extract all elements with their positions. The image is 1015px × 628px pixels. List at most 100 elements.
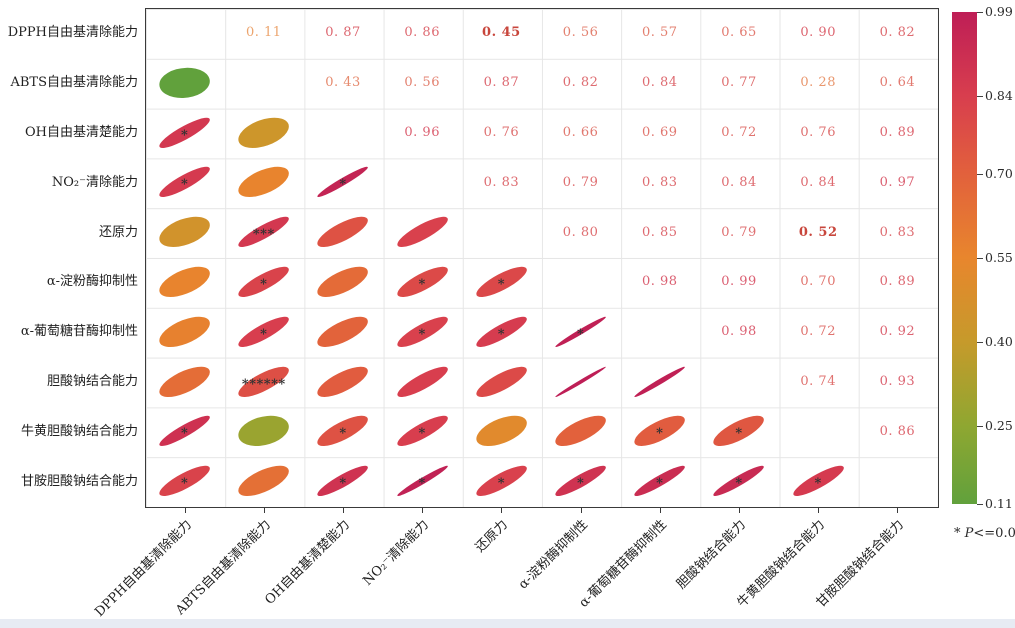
correlation-ellipse: [317, 216, 369, 248]
note-p-symbol: P: [964, 526, 974, 541]
correlation-value: 0. 74: [800, 374, 836, 389]
correlation-value: 0. 85: [641, 224, 678, 240]
correlation-ellipse: [317, 416, 369, 447]
correlation-value: 0. 82: [879, 25, 916, 41]
colorbar-tick-label: 0.11: [985, 496, 1013, 511]
significance-marker: *: [656, 476, 664, 492]
correlation-ellipse: [159, 216, 210, 248]
correlation-ellipse: [159, 366, 210, 397]
correlation-ellipse: [396, 465, 448, 497]
x-axis-tick-mark: [580, 507, 582, 513]
significance-marker: *: [180, 127, 189, 143]
significance-marker: *: [735, 476, 743, 492]
correlation-value: 0. 98: [721, 324, 757, 340]
significance-marker: *: [497, 476, 506, 492]
correlation-ellipse: [159, 316, 210, 347]
significance-marker: *: [735, 426, 743, 442]
significance-marker: *: [418, 276, 426, 292]
note-threshold: <=0.05: [973, 526, 1015, 541]
correlation-value: 0. 79: [721, 224, 757, 240]
correlation-value: 0. 99: [721, 274, 757, 290]
x-axis-tick-mark: [739, 507, 740, 513]
correlation-value: 0. 86: [879, 423, 916, 439]
correlation-value: 0. 56: [404, 75, 440, 91]
x-axis-tick-mark: [818, 507, 820, 513]
colorbar-tick-label: 0.99: [985, 4, 1013, 19]
colorbar-tick-label: 0.55: [985, 250, 1013, 265]
x-axis-tick-mark: [184, 507, 186, 513]
correlation-ellipse: [238, 216, 290, 248]
correlation-ellipse: [396, 416, 448, 447]
correlation-ellipse: [159, 117, 210, 148]
significance-marker: *: [260, 276, 268, 292]
correlation-ellipse: [634, 465, 686, 497]
significance-marker: *: [418, 426, 426, 442]
row-label: 甘胺胆酸钠结合能力: [20, 473, 138, 489]
x-axis-tick-mark: [263, 507, 265, 513]
colorbar-tick-mark: [977, 95, 983, 97]
correlation-ellipse: [634, 366, 686, 397]
significance-marker: *: [180, 426, 189, 442]
significance-marker: *: [339, 177, 347, 193]
correlation-ellipse: [555, 316, 606, 347]
correlation-ellipse: [396, 216, 448, 248]
correlation-ellipse: [238, 266, 290, 297]
correlation-ellipse: [555, 416, 606, 447]
correlation-value: 0. 82: [562, 75, 599, 91]
significance-marker: ***: [252, 227, 275, 243]
colorbar-tick-mark: [977, 504, 983, 505]
note-star: *: [954, 526, 961, 541]
colorbar-tick-mark: [977, 258, 983, 259]
correlation-value: 0. 11: [245, 25, 282, 41]
correlation-ellipse: [317, 366, 369, 397]
colorbar-tick-label: 0.25: [985, 417, 1013, 433]
correlation-ellipse: [476, 366, 527, 397]
significance-marker: *: [656, 426, 664, 442]
correlation-ellipse: [317, 316, 369, 347]
correlation-ellipse: [476, 465, 527, 497]
x-axis-tick-mark: [422, 507, 424, 513]
correlation-value: 0. 87: [325, 25, 361, 41]
significance-marker: *: [576, 326, 585, 342]
correlation-ellipse: [555, 465, 606, 497]
correlation-ellipse: [317, 167, 369, 198]
significance-marker: *: [339, 426, 347, 442]
row-label: 还原力: [98, 224, 138, 240]
x-axis-tick-mark: [897, 507, 899, 513]
correlation-value: 0. 83: [483, 174, 520, 190]
correlation-ellipse: [159, 167, 210, 198]
significance-marker: ******: [241, 376, 286, 392]
colorbar-tick-label: 0.70: [985, 166, 1013, 182]
correlation-value: 0. 97: [879, 174, 916, 190]
colorbar-tick-mark: [977, 425, 983, 427]
correlation-value: 0. 90: [800, 25, 836, 41]
correlation-ellipse: [634, 416, 686, 447]
correlation-value: 0. 65: [721, 25, 757, 41]
x-axis-tick-mark: [343, 507, 344, 513]
correlation-value: 0. 70: [800, 274, 836, 290]
correlation-value: 0. 79: [562, 174, 599, 190]
correlation-ellipse: [555, 366, 606, 397]
correlation-ellipse: [396, 366, 448, 397]
significance-marker: *: [260, 326, 268, 342]
correlation-ellipse: [159, 416, 210, 447]
significance-note: * P<=0.05: [954, 526, 1015, 541]
row-label: 牛黄胆酸钠结合能力: [20, 423, 138, 439]
correlation-value: 0. 57: [641, 25, 678, 41]
correlation-ellipse: [238, 465, 290, 497]
x-axis-tick-mark: [659, 507, 661, 513]
correlation-value: 0. 72: [800, 324, 836, 340]
significance-marker: *: [576, 476, 585, 492]
correlation-ellipse: [713, 465, 765, 497]
correlation-value: 0. 84: [800, 174, 836, 190]
colorbar-tick-label: 0.84: [985, 87, 1013, 103]
row-label: α-淀粉酶抑制性: [46, 274, 138, 290]
correlation-value: 0. 92: [879, 324, 916, 340]
correlation-value: 0. 72: [721, 125, 757, 140]
correlation-value: 0. 64: [879, 75, 916, 91]
correlation-value: 0. 89: [879, 274, 916, 290]
row-label: α-葡萄糖苷酶抑制性: [20, 324, 138, 340]
significance-marker: *: [418, 326, 426, 342]
row-label: OH自由基清楚能力: [25, 125, 138, 140]
